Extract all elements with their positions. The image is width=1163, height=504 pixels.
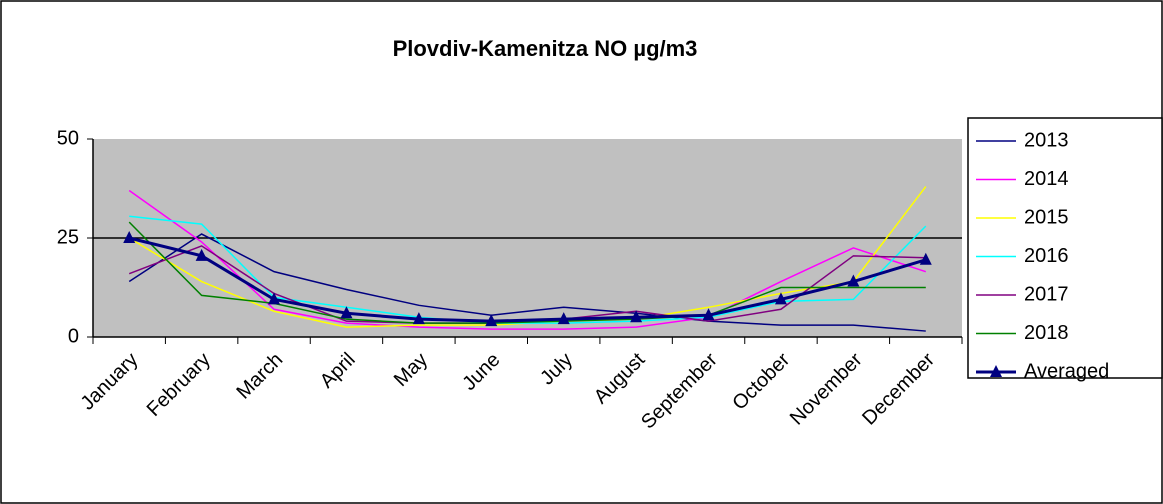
marker	[702, 308, 715, 321]
series-line	[128, 189, 927, 330]
marker	[919, 252, 932, 265]
marker	[557, 312, 570, 325]
marker	[195, 248, 208, 261]
legend-label: 2015	[1024, 206, 1069, 228]
legend-label: 2014	[1024, 168, 1069, 190]
y-tick-label: 0	[68, 325, 79, 347]
legend-label: 2017	[1024, 283, 1069, 305]
legend-marker	[990, 365, 1002, 377]
legend-label: 2013	[1024, 129, 1069, 151]
y-tick-label: 25	[57, 226, 79, 248]
series-line	[128, 236, 927, 323]
marker	[847, 274, 860, 287]
y-tick-label: 50	[57, 127, 79, 149]
marker	[412, 312, 425, 325]
marker	[268, 292, 281, 305]
marker	[340, 306, 353, 319]
legend	[967, 117, 1163, 379]
legend-label: 2016	[1024, 245, 1069, 267]
marker	[774, 292, 787, 305]
marker	[123, 231, 136, 243]
series-line	[128, 233, 926, 332]
marker	[485, 314, 498, 327]
legend-label: Averaged	[1024, 360, 1109, 382]
marker	[630, 310, 643, 323]
chart-title: Plovdiv-Kamenitza NO µg/m3	[393, 36, 698, 61]
legend-label: 2018	[1024, 322, 1069, 344]
series-line	[128, 221, 926, 324]
